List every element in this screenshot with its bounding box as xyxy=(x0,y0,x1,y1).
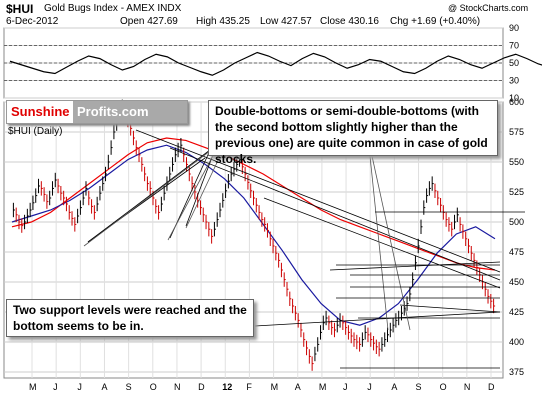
month-label: D xyxy=(198,382,205,392)
index-name: Gold Bugs Index - AMEX INDX xyxy=(44,3,182,14)
price-tick-label: 500 xyxy=(509,217,524,227)
trendline xyxy=(329,261,501,271)
rsi-axis: 10 30 50 70 90 xyxy=(509,23,519,103)
symbol: $HUI xyxy=(6,2,34,16)
price-tick-label: 425 xyxy=(509,307,524,317)
rsi-series xyxy=(9,51,542,76)
price-tick-label: 450 xyxy=(509,277,524,287)
moving-averages xyxy=(11,137,496,326)
month-label: S xyxy=(126,382,132,392)
month-label: S xyxy=(416,382,422,392)
trendline xyxy=(87,149,211,243)
trendline xyxy=(135,129,501,273)
trendline xyxy=(399,304,501,313)
annotation-double-bottoms: Double-bottoms or semi-double-bottoms (w… xyxy=(208,100,498,166)
month-label: A xyxy=(101,382,107,392)
month-label: J xyxy=(77,382,82,392)
month-label: M xyxy=(29,382,37,392)
month-label: O xyxy=(150,382,157,392)
month-label: A xyxy=(295,382,301,392)
trendline xyxy=(185,151,215,227)
rsi-tick-label: 30 xyxy=(509,76,519,86)
brand-part-1: Sunshine xyxy=(7,101,74,123)
month-label: N xyxy=(174,382,181,392)
month-label: J xyxy=(53,382,58,392)
trendline xyxy=(169,147,501,281)
ma-red-line xyxy=(11,137,496,271)
high-value: High 435.25 xyxy=(196,16,250,27)
price-axis: 375 400 425 450 475 500 525 550 575 600 xyxy=(509,97,524,377)
rsi-tick-label: 10 xyxy=(509,93,519,103)
trendline xyxy=(254,311,501,327)
brand-part-2: Profits.com xyxy=(73,101,187,123)
change-value: Chg +1.69 (+0.40%) xyxy=(390,16,481,27)
month-label: M xyxy=(271,382,279,392)
month-label: J xyxy=(367,382,372,392)
price-bars xyxy=(12,99,496,371)
annotation-pointer xyxy=(185,151,223,229)
rsi-tick-label: 90 xyxy=(509,23,519,33)
month-label: 12 xyxy=(222,382,232,392)
low-value: Low 427.57 xyxy=(260,16,312,27)
annotation-pointer xyxy=(167,149,217,241)
rsi-grid xyxy=(4,27,503,99)
series-label: $HUI (Daily) xyxy=(8,126,63,137)
rsi-tick-label: 50 xyxy=(509,58,519,68)
annotation-pointer xyxy=(83,147,215,247)
annotation-pointer xyxy=(369,155,389,331)
price-tick-label: 525 xyxy=(509,187,524,197)
month-label: A xyxy=(391,382,397,392)
ma-blue-line xyxy=(11,144,496,326)
month-label: D xyxy=(488,382,495,392)
price-tick-label: 575 xyxy=(509,127,524,137)
price-tick-label: 550 xyxy=(509,157,524,167)
price-tick-label: 475 xyxy=(509,247,524,257)
month-label: M xyxy=(319,382,327,392)
close-value: Close 430.16 xyxy=(320,16,379,27)
annotation-pointer xyxy=(371,155,411,331)
open-value: Open 427.69 xyxy=(120,16,178,27)
rsi-tick-label: 70 xyxy=(509,41,519,51)
annotation-support-levels: Two support levels were reached and the … xyxy=(6,299,254,337)
price-tick-label: 400 xyxy=(509,337,524,347)
trendline xyxy=(263,197,501,289)
copyright: @ StockCharts.com xyxy=(448,3,529,13)
month-label: N xyxy=(464,382,471,392)
date: 6-Dec-2012 xyxy=(6,16,59,27)
trendlines xyxy=(83,129,501,331)
rsi-line xyxy=(9,51,542,76)
fibonacci-levels xyxy=(336,211,525,369)
month-label: O xyxy=(440,382,447,392)
month-label: F xyxy=(246,382,252,392)
price-tick-label: 600 xyxy=(509,97,524,107)
price-tick-label: 375 xyxy=(509,367,524,377)
sunshine-profits-logo: Sunshine Profits.com xyxy=(6,100,188,124)
month-label: J xyxy=(343,382,348,392)
